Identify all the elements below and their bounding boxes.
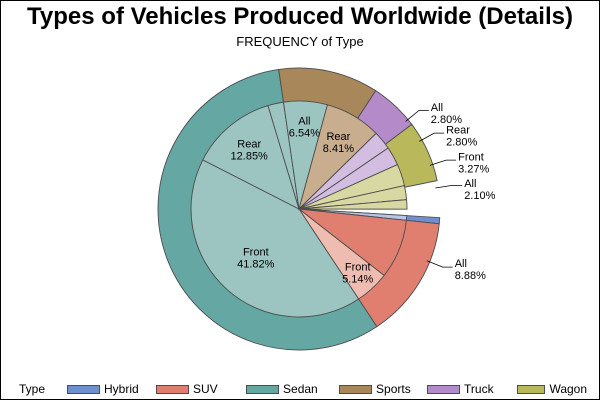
slice-label-suv-all-value: 8.88% [455,270,486,282]
slice-labels: All8.88%Front5.14%Front41.82%Rear12.85%A… [231,102,496,285]
leader-line-truck-all [405,110,429,122]
slice-label-suv-front-name: Front [345,261,371,273]
slice-label-sports-rear-name: Rear [326,131,350,143]
legend-label-suv: SUV [193,382,218,396]
slice-label-sedan-front-value: 41.82% [237,258,275,270]
slice-label-truck-all-value: 2.80% [431,114,462,126]
legend-label-sedan: Sedan [283,382,318,396]
legend-label-sports: Sports [376,382,411,396]
slice-label-truck-all-name: All [431,102,443,114]
slice-label-suv-all-name: All [455,258,467,270]
slice-label-wagon-front-name: Front [458,151,484,163]
legend-item-wagon: Wagon [517,382,587,396]
legend-item-truck: Truck [427,382,517,396]
slice-label-wagon-all-name: All [464,178,476,190]
legend-title: Type [19,382,46,396]
inner-ring [190,100,408,318]
chart-title: Types of Vehicles Produced Worldwide (De… [27,3,573,30]
slice-label-truck-rear-name: Rear [446,125,470,137]
slice-label-sedan-rear-name: Rear [237,138,261,150]
leader-line-wagon-all [435,184,463,189]
legend-item-suv: SUV [156,382,246,396]
legend-item-sports: Sports [339,382,427,396]
slice-label-suv-front-value: 5.14% [342,273,373,285]
legend-swatch-wagon [517,384,546,394]
slice-label-sports-all-value: 6.54% [289,128,320,140]
slice-label-sedan-rear-value: 12.85% [231,150,269,162]
inner-slice-sedan-rear [202,104,300,210]
legend: Type Hybrid SUV Sedan Sports Truck Wagon [19,382,587,396]
inner-slice-wagon-rear [298,199,408,210]
slice-label-sports-all-name: All [298,116,310,128]
leader-line-suv-all [426,260,453,268]
legend-swatch-suv [156,384,190,394]
legend-label-hybrid: Hybrid [104,382,139,396]
slice-label-sports-rear-value: 8.41% [323,143,354,155]
leader-line-truck-rear [419,132,445,142]
legend-label-truck: Truck [464,382,494,396]
slice-label-wagon-all-value: 2.10% [464,190,495,202]
legend-swatch-truck [427,384,461,394]
slice-label-truck-rear-value: 2.80% [446,137,477,149]
legend-swatch-hybrid [67,384,101,394]
legend-swatch-sedan [246,384,280,394]
chart-subtitle: FREQUENCY of Type [236,34,364,49]
legend-label-wagon: Wagon [549,382,588,396]
inner-slice-sedan-front [190,159,360,318]
slice-label-sedan-front-name: Front [243,246,269,258]
legend-item-sedan: Sedan [246,382,339,396]
legend-swatch-sports [339,384,373,394]
legend-item-hybrid: Hybrid [67,382,156,396]
leader-line-wagon-front [429,159,457,166]
slice-label-wagon-front-value: 3.27% [458,163,489,175]
